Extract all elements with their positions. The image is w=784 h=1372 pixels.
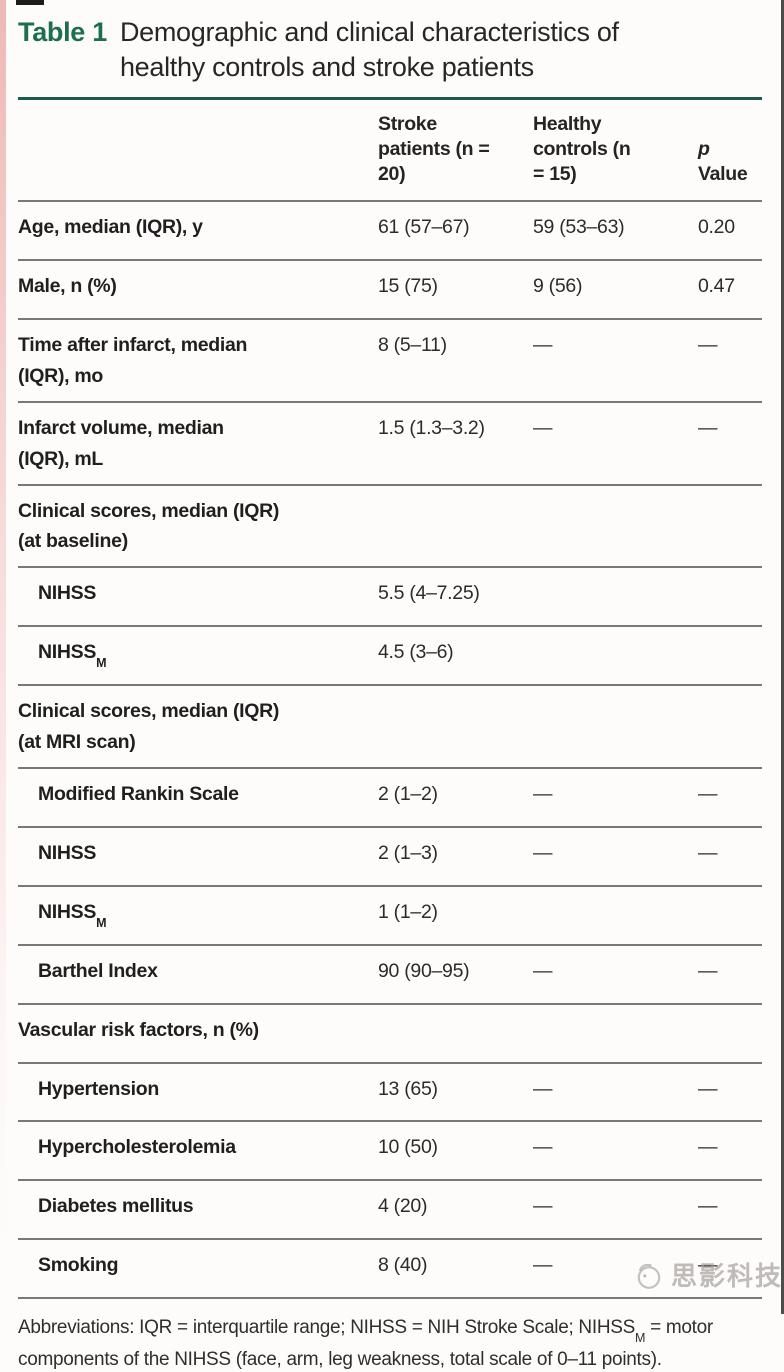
cell-healthy: 59 (53–63) [533, 216, 625, 238]
cell-stroke: 4.5 (3–6) [378, 641, 454, 664]
table-row: Diabetes mellitus 4 (20) — — [18, 1181, 762, 1241]
section-label: Clinical scores, median (IQR) (at MRI sca… [18, 700, 280, 754]
table-row: Male, n (%) 15 (75) 9 (56) 0.47 [18, 261, 762, 320]
cell-healthy: — [533, 416, 553, 439]
cell-healthy: — [533, 959, 553, 982]
column-header-stroke: Stroke patients (n = 20) [378, 113, 490, 185]
row-label: Infarct volume, median (IQR), mL [18, 416, 224, 470]
table-row: Time after infarct, median (IQR), mo 8 (5… [18, 320, 762, 403]
scan-edge-left [0, 0, 6, 1314]
row-label: Age, median (IQR), y [18, 216, 203, 238]
scan-artifact-mark [16, 0, 44, 5]
table-page: Table 1 Demographic and clinical charact… [18, 0, 764, 1372]
row-label: Male, n (%) [18, 274, 117, 297]
table-section-row: Clinical scores, median (IQR) (at baselin… [18, 486, 762, 569]
row-label: Smoking [38, 1254, 119, 1277]
cell-stroke: 2 (1–3) [378, 842, 438, 865]
cell-p: 0.20 [698, 216, 735, 238]
cell-stroke: 1.5 (1.3–3.2) [378, 416, 485, 439]
cell-stroke: 61 (57–67) [378, 216, 470, 238]
table-row: Hypertension 13 (65) — — [18, 1064, 762, 1123]
row-label: NIHSS [38, 842, 97, 865]
row-label: Hypertension [38, 1077, 160, 1100]
cell-healthy: 9 (56) [533, 274, 583, 297]
cell-healthy: — [533, 1136, 553, 1159]
table-row: NIHSS 5.5 (4–7.25) [18, 568, 762, 628]
table-number: Table 1 [18, 17, 107, 47]
cell-stroke: 1 (1–2) [378, 900, 438, 923]
row-label: NIHSSM [38, 900, 107, 930]
row-label: Diabetes mellitus [38, 1195, 194, 1218]
cell-healthy: — [533, 333, 553, 356]
row-label: Barthel Index [38, 959, 158, 982]
row-label: Hypercholesterolemia [38, 1136, 236, 1159]
column-header-healthy: Healthy controls (n = 15) [533, 113, 631, 185]
cell-stroke: 4 (20) [378, 1195, 428, 1218]
section-label: Vascular risk factors, n (%) [18, 1018, 259, 1041]
cell-p: — [698, 1077, 718, 1100]
cell-p: 0.47 [698, 274, 735, 297]
scan-edge-right [781, 0, 784, 1314]
table-footnote: Abbreviations: IQR = interquartile range… [18, 1317, 713, 1370]
table-section-row: Vascular risk factors, n (%) [18, 1005, 762, 1064]
cell-p: — [698, 959, 718, 982]
table-row: Smoking 8 (40) — — [18, 1240, 762, 1300]
table-top-rule [18, 97, 762, 100]
cell-p: — [698, 333, 718, 356]
cell-stroke: 2 (1–2) [378, 783, 438, 806]
cell-p: — [698, 783, 718, 806]
table-row: NIHSS 2 (1–3) — — [18, 828, 762, 887]
cell-p: — [698, 1254, 718, 1277]
cell-p: — [698, 416, 718, 439]
cell-stroke: 5.5 (4–7.25) [378, 582, 480, 605]
cell-stroke: 13 (65) [378, 1077, 438, 1100]
cell-stroke: 8 (5–11) [378, 333, 447, 356]
section-label: Clinical scores, median (IQR) (at baselin… [18, 499, 280, 553]
table-title: Table 1 Demographic and clinical charact… [18, 15, 764, 85]
table-row: NIHSSM 4.5 (3–6) [18, 627, 762, 687]
cell-p: — [698, 1136, 718, 1159]
column-header-p: p Value [698, 138, 748, 185]
cell-healthy: — [533, 1195, 553, 1218]
row-label: NIHSSM [38, 641, 107, 671]
cell-healthy: — [533, 1254, 553, 1277]
row-label: NIHSS [38, 582, 97, 605]
table-row: Age, median (IQR), y 61 (57–67) 59 (53–6… [18, 202, 762, 261]
cell-stroke: 90 (90–95) [378, 959, 470, 982]
cell-stroke: 10 (50) [378, 1136, 438, 1159]
table-section-row: Clinical scores, median (IQR) (at MRI sca… [18, 686, 762, 770]
table-row: NIHSSM 1 (1–2) [18, 887, 762, 946]
row-label: Time after infarct, median (IQR), mo [18, 333, 248, 387]
table-caption: Demographic and clinical characteristics… [119, 17, 619, 82]
table-row: Infarct volume, median (IQR), mL 1.5 (1.3… [18, 403, 762, 486]
cell-healthy: — [533, 842, 553, 865]
cell-stroke: 8 (40) [378, 1254, 428, 1277]
cell-healthy: — [533, 1077, 553, 1100]
cell-p: — [698, 1195, 718, 1218]
table-row: Hypercholesterolemia 10 (50) — — [18, 1122, 762, 1182]
cell-stroke: 15 (75) [378, 274, 438, 297]
cell-p: — [698, 842, 718, 865]
row-label: Modified Rankin Scale [38, 783, 239, 806]
table-header-row: Stroke patients (n = 20) Healthy control… [18, 100, 762, 202]
table-row: Modified Rankin Scale 2 (1–2) — — [18, 769, 762, 829]
cell-healthy: — [533, 783, 553, 806]
table-row: Barthel Index 90 (90–95) — — [18, 946, 762, 1005]
